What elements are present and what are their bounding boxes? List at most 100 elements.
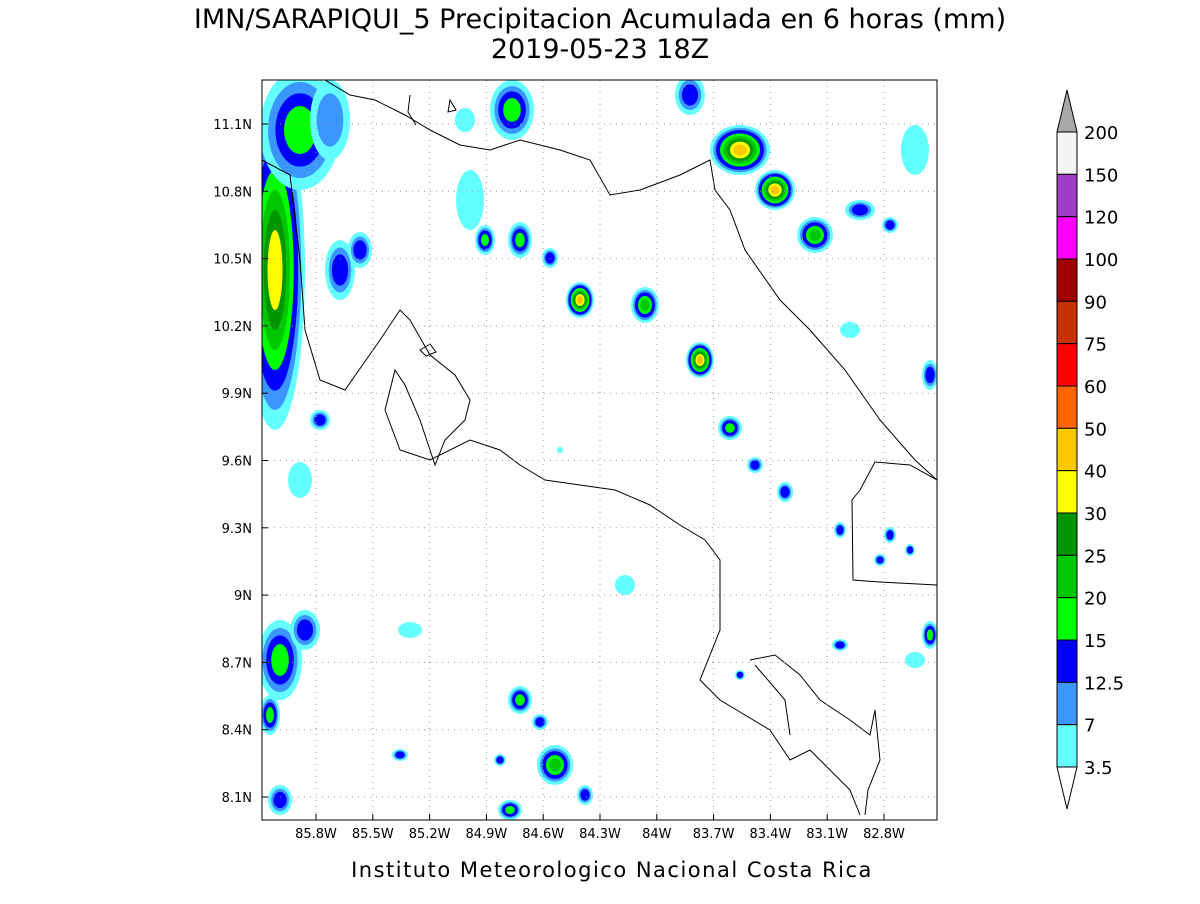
precip-contour bbox=[876, 556, 884, 564]
coastlines bbox=[262, 80, 937, 816]
x-tick-label: 84.6W bbox=[522, 827, 564, 842]
precip-contour bbox=[557, 447, 563, 453]
precip-contour bbox=[905, 652, 925, 668]
colorbar-label: 50 bbox=[1084, 419, 1107, 440]
x-tick-label: 84W bbox=[642, 827, 672, 842]
y-tick-label: 8.7N bbox=[222, 656, 252, 671]
precip-contour bbox=[750, 460, 760, 470]
y-tick-label: 9.9N bbox=[222, 387, 252, 402]
precip-contour bbox=[640, 299, 650, 311]
precip-contour bbox=[906, 546, 914, 554]
colorbar-label: 7 bbox=[1084, 716, 1095, 737]
y-tick-label: 10.2N bbox=[213, 320, 252, 335]
colorbar-label: 40 bbox=[1084, 462, 1107, 483]
precip-contour bbox=[398, 622, 422, 638]
precip-contour bbox=[925, 366, 935, 384]
precip-contour bbox=[395, 751, 405, 759]
precip-contour bbox=[288, 462, 312, 498]
precip-contour bbox=[316, 93, 344, 147]
precip-contour bbox=[926, 629, 934, 641]
precip-contour bbox=[886, 530, 894, 540]
colorbar-box bbox=[1056, 470, 1078, 514]
precip-contour bbox=[353, 240, 367, 260]
colorbar-box bbox=[1056, 554, 1078, 599]
colorbar-label: 25 bbox=[1084, 546, 1107, 567]
precip-contour bbox=[267, 230, 283, 310]
precip-contour bbox=[770, 185, 780, 195]
colorbar-label: 12.5 bbox=[1084, 673, 1124, 694]
y-tick-label: 9.6N bbox=[222, 455, 252, 470]
colorbar-label: 60 bbox=[1084, 377, 1107, 398]
colorbar-box bbox=[1056, 724, 1078, 768]
x-tick-label: 84.3W bbox=[579, 827, 621, 842]
colorbar-label: 20 bbox=[1084, 589, 1107, 610]
precip-contour bbox=[885, 220, 895, 230]
precip-contour bbox=[580, 789, 590, 801]
precip-contour bbox=[545, 252, 555, 264]
grid: 85.8W 85.5W 85.2W 84.9W 84.6W 84.3W 84W 83.7W 83… bbox=[213, 80, 937, 842]
precip-contour bbox=[836, 525, 844, 535]
precip-contour bbox=[696, 356, 704, 364]
colorbar-box bbox=[1056, 300, 1078, 345]
precip-contour bbox=[515, 694, 525, 706]
x-tick-label: 83.4W bbox=[749, 827, 791, 842]
colorbar-label: 100 bbox=[1084, 250, 1118, 271]
colorbar-label: 200 bbox=[1084, 123, 1118, 144]
precip-contour bbox=[271, 644, 289, 676]
x-tick-label: 84.9W bbox=[465, 827, 507, 842]
colorbar-label: 30 bbox=[1084, 504, 1107, 525]
precip-contour bbox=[615, 575, 635, 595]
precip-contour bbox=[273, 791, 287, 809]
colorbar-box bbox=[1056, 427, 1078, 472]
precip-contour bbox=[455, 108, 475, 132]
precip-contour bbox=[496, 756, 504, 764]
title: IMN/SARAPIQUI_5 Precipitacion Acumulada … bbox=[194, 4, 1006, 35]
colorbar-box bbox=[1056, 512, 1078, 556]
precip-contour bbox=[481, 234, 489, 246]
colorbar-box bbox=[1056, 343, 1078, 387]
precip-contour bbox=[851, 204, 869, 216]
colorbar-label: 3.5 bbox=[1084, 758, 1113, 779]
y-tick-label: 9N bbox=[234, 589, 252, 604]
y-tick-label: 10.8N bbox=[213, 185, 252, 200]
y-tick-label: 8.4N bbox=[222, 724, 252, 739]
y-tick-label: 10.5N bbox=[213, 253, 252, 268]
colorbar-box bbox=[1056, 597, 1078, 641]
precip-contour bbox=[681, 84, 699, 106]
colorbar-label: 150 bbox=[1084, 165, 1118, 186]
map-frame bbox=[261, 79, 938, 821]
x-tick-label: 83.7W bbox=[693, 827, 735, 842]
precip-contour bbox=[901, 125, 929, 175]
precip-contour bbox=[314, 414, 326, 426]
colorbar-box bbox=[1056, 131, 1078, 175]
precip-contour bbox=[733, 144, 747, 156]
colorbar-box bbox=[1056, 258, 1078, 302]
footer: Instituto Meteorologico Nacional Costa R… bbox=[351, 858, 873, 882]
y-tick-label: 11.1N bbox=[213, 118, 252, 133]
precip-contour bbox=[736, 671, 744, 679]
colorbar-label: 15 bbox=[1084, 631, 1107, 652]
precip-contour bbox=[456, 170, 484, 230]
x-tick-label: 85.2W bbox=[409, 827, 451, 842]
precip-contour bbox=[780, 486, 790, 498]
x-tick-label: 85.5W bbox=[352, 827, 394, 842]
colorbar-label: 75 bbox=[1084, 335, 1107, 356]
precip-contour bbox=[331, 254, 349, 286]
colorbar-over bbox=[1056, 89, 1078, 133]
precip-contour bbox=[576, 296, 584, 304]
colorbar-label: 90 bbox=[1084, 292, 1107, 313]
colorbar-box bbox=[1056, 385, 1078, 429]
precip-contour bbox=[809, 229, 821, 241]
precip-contour bbox=[515, 232, 525, 248]
colorbar-label: 120 bbox=[1084, 208, 1118, 229]
x-tick-label: 82.8W bbox=[863, 827, 905, 842]
x-tick-label: 85.8W bbox=[295, 827, 337, 842]
precip-contour bbox=[266, 707, 274, 723]
precip-contour bbox=[296, 619, 314, 641]
precip-contour bbox=[835, 641, 845, 649]
precip-contour bbox=[535, 717, 545, 727]
precip-contour bbox=[284, 106, 316, 154]
precip-contour bbox=[503, 98, 521, 122]
subtitle: 2019-05-23 18Z bbox=[491, 34, 709, 65]
